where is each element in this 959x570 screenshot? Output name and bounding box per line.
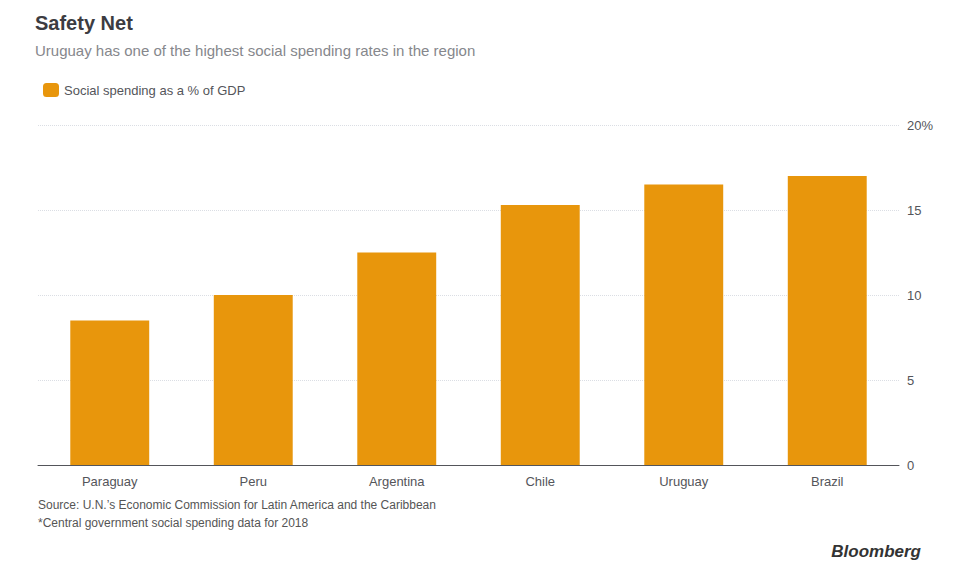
svg-text:20%: 20%	[907, 118, 933, 133]
svg-text:Source: U.N.’s Economic Commis: Source: U.N.’s Economic Commission for L…	[38, 498, 436, 512]
svg-text:10: 10	[907, 288, 921, 303]
svg-text:Bloomberg: Bloomberg	[831, 542, 921, 561]
svg-text:5: 5	[907, 373, 914, 388]
svg-text:Paraguay: Paraguay	[82, 474, 138, 489]
svg-text:Uruguay has one of the highest: Uruguay has one of the highest social sp…	[35, 42, 475, 59]
svg-text:Uruguay: Uruguay	[659, 474, 709, 489]
svg-text:0: 0	[907, 458, 914, 473]
svg-text:Chile: Chile	[525, 474, 555, 489]
svg-text:Brazil: Brazil	[811, 474, 844, 489]
svg-text:Social spending as a % of GDP: Social spending as a % of GDP	[64, 83, 245, 98]
svg-text:*Central government social spe: *Central government social spending data…	[38, 516, 308, 530]
svg-text:Argentina: Argentina	[369, 474, 425, 489]
svg-text:Peru: Peru	[240, 474, 267, 489]
svg-text:15: 15	[907, 203, 921, 218]
svg-text:Safety Net: Safety Net	[35, 12, 133, 34]
